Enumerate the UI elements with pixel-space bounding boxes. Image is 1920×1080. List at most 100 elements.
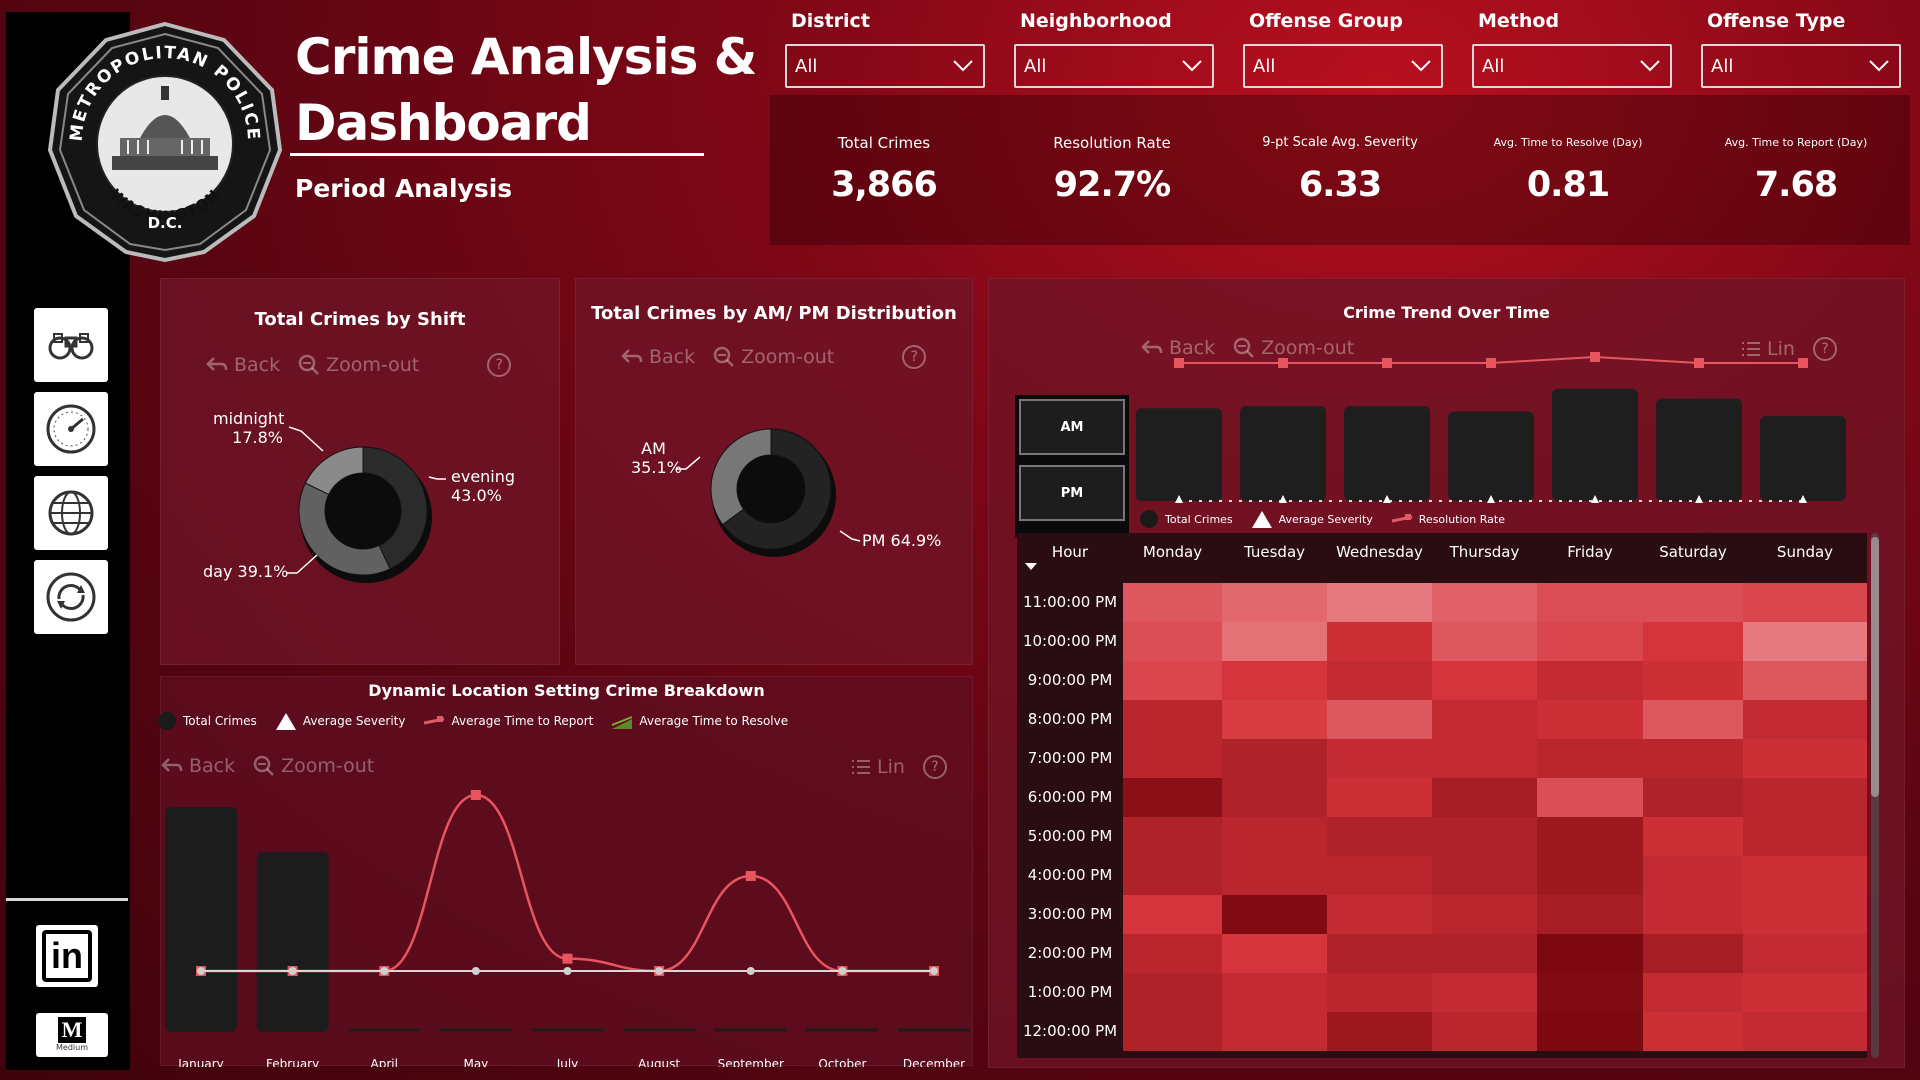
point-avg-severity[interactable] <box>838 967 847 975</box>
heat-header-tuesday[interactable]: Tuesday <box>1243 543 1306 561</box>
heat-cell[interactable] <box>1432 583 1537 622</box>
heat-cell[interactable] <box>1222 700 1327 739</box>
heat-cell[interactable] <box>1537 1012 1643 1051</box>
heat-cell[interactable] <box>1327 622 1432 661</box>
heat-cell[interactable] <box>1222 856 1327 895</box>
heat-header-wednesday[interactable]: Wednesday <box>1336 543 1423 561</box>
linkedin-button[interactable]: in <box>36 925 98 987</box>
heat-cell[interactable] <box>1327 583 1432 622</box>
donut-slice-day[interactable] <box>298 482 391 576</box>
point-time-to-report[interactable] <box>745 870 756 881</box>
heat-cell[interactable] <box>1643 778 1743 817</box>
heat-cell[interactable] <box>1643 622 1743 661</box>
heat-cell[interactable] <box>1743 661 1867 700</box>
heat-cell[interactable] <box>1743 583 1867 622</box>
heat-cell[interactable] <box>1432 856 1537 895</box>
heat-cell[interactable] <box>1327 739 1432 778</box>
heat-cell[interactable] <box>1643 700 1743 739</box>
heat-cell[interactable] <box>1537 661 1643 700</box>
donut-slice-pm[interactable] <box>721 428 832 550</box>
heat-cell[interactable] <box>1743 856 1867 895</box>
zoom-out-button[interactable]: Zoom-out <box>298 354 419 376</box>
heat-cell[interactable] <box>1222 622 1327 661</box>
bar-total-crimes-tuesday[interactable] <box>1240 406 1326 501</box>
heat-cell[interactable] <box>1327 973 1432 1012</box>
back-button[interactable]: Back <box>1141 337 1215 359</box>
heat-cell[interactable] <box>1743 934 1867 973</box>
heat-cell[interactable] <box>1123 934 1222 973</box>
heat-cell[interactable] <box>1222 778 1327 817</box>
lin-button[interactable]: Lin <box>851 756 905 778</box>
heat-cell[interactable] <box>1123 973 1222 1012</box>
point-avg-severity[interactable] <box>1279 495 1287 503</box>
heat-cell[interactable] <box>1432 661 1537 700</box>
nav-button-globe[interactable] <box>34 476 108 550</box>
heatmap-scrollbar[interactable] <box>1871 533 1879 1058</box>
heat-cell[interactable] <box>1537 856 1643 895</box>
donut-slice-evening[interactable] <box>362 446 428 570</box>
point-resolution-rate[interactable] <box>1798 358 1808 368</box>
point-resolution-rate[interactable] <box>1278 358 1288 368</box>
heat-cell[interactable] <box>1123 856 1222 895</box>
bar-total-crimes[interactable] <box>165 807 237 1032</box>
heat-cell[interactable] <box>1123 895 1222 934</box>
help-icon[interactable]: ? <box>902 345 927 369</box>
point-avg-severity[interactable] <box>563 967 572 975</box>
bar-total-crimes-wednesday[interactable] <box>1344 406 1430 501</box>
heat-cell[interactable] <box>1743 778 1867 817</box>
heat-header-sunday[interactable]: Sunday <box>1776 543 1834 561</box>
heat-cell[interactable] <box>1537 817 1643 856</box>
medium-button[interactable]: M Medium <box>36 1013 108 1057</box>
heat-cell[interactable] <box>1432 934 1537 973</box>
heat-cell[interactable] <box>1432 778 1537 817</box>
district-dropdown[interactable]: All <box>785 44 985 88</box>
heat-cell[interactable] <box>1327 1012 1432 1051</box>
heat-header-hour[interactable]: Hour <box>1017 533 1123 583</box>
heat-cell[interactable] <box>1327 895 1432 934</box>
heat-cell[interactable] <box>1327 934 1432 973</box>
heat-cell[interactable] <box>1222 661 1327 700</box>
heat-cell[interactable] <box>1537 895 1643 934</box>
heat-header-saturday[interactable]: Saturday <box>1659 543 1727 561</box>
bar-total-crimes-monday[interactable] <box>1136 408 1222 501</box>
method-dropdown[interactable]: All <box>1472 44 1672 88</box>
bar-total-crimes[interactable] <box>256 852 329 1032</box>
point-avg-severity[interactable] <box>1487 495 1495 503</box>
heat-cell[interactable] <box>1327 778 1432 817</box>
heat-cell[interactable] <box>1222 817 1327 856</box>
heat-cell[interactable] <box>1123 661 1222 700</box>
point-avg-severity[interactable] <box>197 967 205 975</box>
point-avg-severity[interactable] <box>1175 495 1183 503</box>
heat-cell[interactable] <box>1123 817 1222 856</box>
help-icon[interactable]: ? <box>922 755 947 779</box>
heat-cell[interactable] <box>1537 622 1643 661</box>
heat-cell[interactable] <box>1123 778 1222 817</box>
heat-cell[interactable] <box>1222 934 1327 973</box>
point-resolution-rate[interactable] <box>1486 358 1496 368</box>
point-avg-severity[interactable] <box>288 967 297 975</box>
heat-cell[interactable] <box>1537 973 1643 1012</box>
heat-cell[interactable] <box>1743 739 1867 778</box>
bar-total-crimes-saturday[interactable] <box>1656 398 1742 501</box>
heat-cell[interactable] <box>1743 895 1867 934</box>
point-avg-severity[interactable] <box>380 967 389 975</box>
offense-group-dropdown[interactable]: All <box>1243 44 1443 88</box>
heat-cell[interactable] <box>1327 817 1432 856</box>
nav-button-speedometer[interactable] <box>34 392 108 466</box>
point-avg-severity[interactable] <box>1591 495 1599 503</box>
heat-cell[interactable] <box>1123 583 1222 622</box>
help-icon[interactable]: ? <box>1812 337 1837 361</box>
donut-slice-midnight[interactable] <box>304 446 364 496</box>
bar-total-crimes-sunday[interactable] <box>1760 415 1846 501</box>
heat-cell[interactable] <box>1643 973 1743 1012</box>
point-time-to-report[interactable] <box>562 953 573 964</box>
heat-cell[interactable] <box>1432 895 1537 934</box>
heat-cell[interactable] <box>1537 583 1643 622</box>
heat-cell[interactable] <box>1327 856 1432 895</box>
point-resolution-rate[interactable] <box>1174 358 1184 368</box>
heat-cell[interactable] <box>1643 583 1743 622</box>
point-avg-severity[interactable] <box>930 967 938 975</box>
heat-cell[interactable] <box>1643 856 1743 895</box>
heat-cell[interactable] <box>1643 661 1743 700</box>
heat-cell[interactable] <box>1123 622 1222 661</box>
